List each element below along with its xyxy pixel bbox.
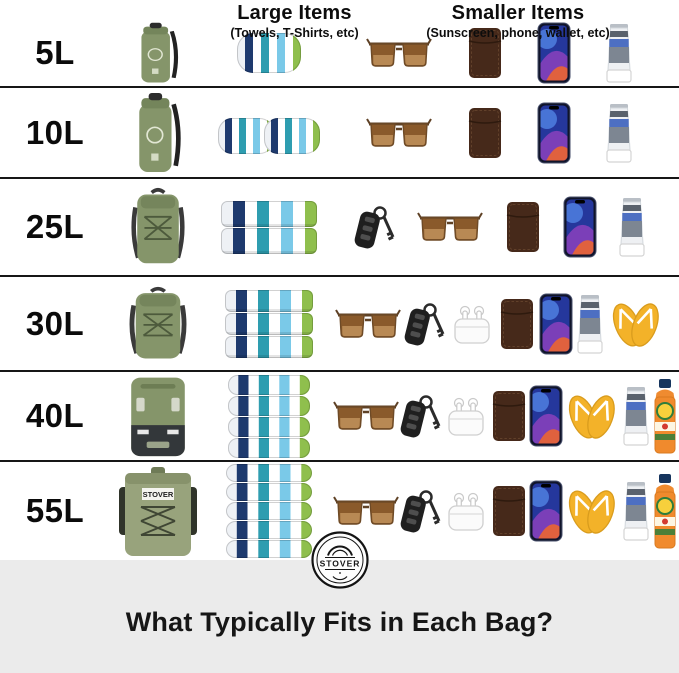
svg-text:STOVER: STOVER (142, 490, 173, 499)
wallet-icon (489, 483, 529, 539)
towel-stack-icon (205, 200, 333, 254)
phone-icon (529, 480, 563, 542)
bag-icon (110, 187, 205, 267)
wallet-icon (489, 388, 529, 444)
svg-text:STOVER: STOVER (319, 559, 360, 569)
wallet-icon (465, 25, 505, 81)
phone-icon (537, 22, 571, 84)
smaller-items-group (333, 22, 679, 84)
bag-icon (110, 374, 205, 458)
car-key-fob-icon (399, 392, 443, 440)
spray-sunscreen-icon (651, 473, 679, 549)
phone-icon (563, 196, 597, 258)
sunglasses-icon (333, 493, 399, 529)
sunglasses-icon (365, 35, 432, 71)
smaller-items-group (333, 196, 679, 258)
towel-stack-icon (205, 374, 333, 458)
bag-row-55l: 55L STOVER (0, 462, 679, 560)
airpods-icon (443, 394, 489, 438)
flip-flops-icon (563, 387, 621, 445)
towel-stack-icon (205, 33, 333, 73)
bag-size-label: 55L (25, 492, 85, 529)
smaller-items-group (333, 293, 679, 355)
bag-size-label: 30L (25, 304, 85, 342)
sunscreen-tube-icon (621, 385, 651, 447)
sunscreen-tube-icon (621, 480, 651, 542)
smaller-items-group (333, 102, 679, 164)
car-key-fob-icon (399, 487, 443, 535)
bag-row-25l: 25L (0, 179, 679, 277)
bag-size-label: 10L (25, 113, 85, 151)
towel-stack-icon (205, 289, 333, 358)
bag-size-label: 40L (25, 397, 85, 434)
wallet-icon (503, 199, 543, 255)
wallet-icon (497, 296, 537, 352)
large-items-subtitle: (Towels, T-Shirts, etc) (230, 26, 359, 40)
airpods-icon (443, 489, 489, 533)
smaller-items-group (333, 473, 679, 549)
sunscreen-tube-icon (575, 293, 605, 355)
sunscreen-tube-icon (617, 196, 647, 258)
bag-row-40l: 40L (0, 372, 679, 462)
footer-title: What Typically Fits in Each Bag? (125, 607, 554, 637)
sunglasses-icon (333, 398, 399, 434)
car-key-fob-icon (353, 203, 397, 251)
flip-flops-icon (607, 295, 665, 353)
bag-icon (110, 286, 205, 362)
large-items-title: Large Items (237, 2, 352, 24)
footer: STOVER What Typically Fits in Each Bag? (0, 531, 679, 673)
smaller-items-group (333, 378, 679, 454)
spray-sunscreen-icon (651, 378, 679, 454)
towel-stack-icon (205, 464, 333, 558)
bag-size-label: 25L (25, 208, 85, 245)
bag-row-10l: 10L (0, 88, 679, 179)
smaller-items-title: Smaller Items (451, 2, 585, 24)
smaller-items-subtitle: (Sunscreen, phone, wallet, etc) (426, 26, 610, 40)
sunglasses-icon (365, 115, 432, 151)
large-items-header: Large Items (Towels, T-Shirts, etc) (172, 2, 417, 40)
sunscreen-tube-icon (604, 102, 634, 164)
bag-row-5l: 5L (0, 0, 679, 88)
bag-icon (110, 22, 205, 84)
car-key-fob-icon (403, 300, 447, 348)
bag-size-label: 5L (35, 34, 75, 71)
bag-comparison-rows: 5L (0, 0, 679, 560)
sunscreen-tube-icon (604, 22, 634, 84)
sunglasses-icon (417, 209, 483, 245)
airpods-icon (449, 302, 495, 346)
sunglasses-icon (335, 306, 401, 342)
phone-icon (539, 293, 573, 355)
wallet-icon (465, 105, 505, 161)
bag-icon: STOVER (110, 465, 205, 557)
bag-row-30l: 30L (0, 277, 679, 372)
towel-stack-icon (205, 112, 333, 154)
smaller-items-header: Smaller Items (Sunscreen, phone, wallet,… (398, 2, 638, 40)
stover-brand-badge-icon: STOVER (309, 529, 371, 591)
flip-flops-icon (563, 482, 621, 540)
phone-icon (537, 102, 571, 164)
phone-icon (529, 385, 563, 447)
bag-icon (110, 92, 205, 174)
